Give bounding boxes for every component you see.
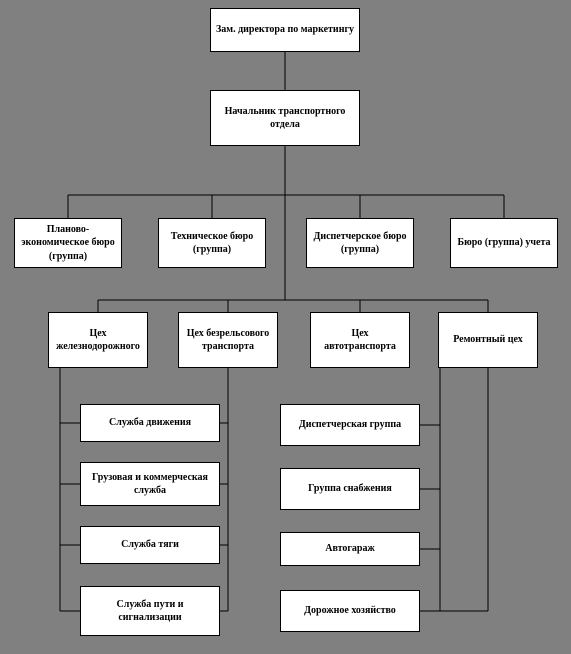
node-b2: Техническое бюро (группа) — [158, 218, 266, 268]
node-label: Зам. директора по маркетингу — [216, 23, 354, 37]
node-top: Зам. директора по маркетингу — [210, 8, 360, 52]
node-c2: Цех безрельсового транспорта — [178, 312, 278, 368]
node-b4: Бюро (группа) учета — [450, 218, 558, 268]
node-b3: Диспетчерское бюро (группа) — [306, 218, 414, 268]
node-label: Диспетчерская группа — [299, 418, 401, 432]
node-label: Ремонтный цех — [453, 333, 523, 347]
node-label: Цех автотранспорта — [315, 327, 405, 354]
node-label: Техническое бюро (группа) — [163, 230, 261, 257]
node-label: Диспетчерское бюро (группа) — [311, 230, 409, 257]
node-label: Служба тяги — [121, 538, 179, 552]
node-l1: Служба движения — [80, 404, 220, 442]
node-label: Служба движения — [109, 416, 191, 430]
node-label: Группа снабжения — [308, 482, 392, 496]
node-label: Грузовая и коммерческая служба — [85, 471, 215, 498]
node-c3: Цех автотранспорта — [310, 312, 410, 368]
node-label: Автогараж — [325, 542, 375, 556]
node-label: Служба пути и сигнализации — [85, 598, 215, 625]
node-r2: Группа снабжения — [280, 468, 420, 510]
node-chief: Начальник транспортного отдела — [210, 90, 360, 146]
node-r1: Диспетчерская группа — [280, 404, 420, 446]
node-b1: Планово-экономическое бюро (группа) — [14, 218, 122, 268]
node-label: Бюро (группа) учета — [457, 236, 550, 250]
node-label: Начальник транспортного отдела — [215, 105, 355, 132]
node-l3: Служба тяги — [80, 526, 220, 564]
node-label: Цех безрельсового транспорта — [183, 327, 273, 354]
node-l2: Грузовая и коммерческая служба — [80, 462, 220, 506]
node-l4: Служба пути и сигнализации — [80, 586, 220, 636]
node-label: Планово-экономическое бюро (группа) — [19, 223, 117, 264]
node-c4: Ремонтный цех — [438, 312, 538, 368]
node-label: Дорожное хозяйство — [304, 604, 396, 618]
node-r3: Автогараж — [280, 532, 420, 566]
node-r4: Дорожное хозяйство — [280, 590, 420, 632]
node-label: Цех железнодорожного — [53, 327, 143, 354]
node-c1: Цех железнодорожного — [48, 312, 148, 368]
